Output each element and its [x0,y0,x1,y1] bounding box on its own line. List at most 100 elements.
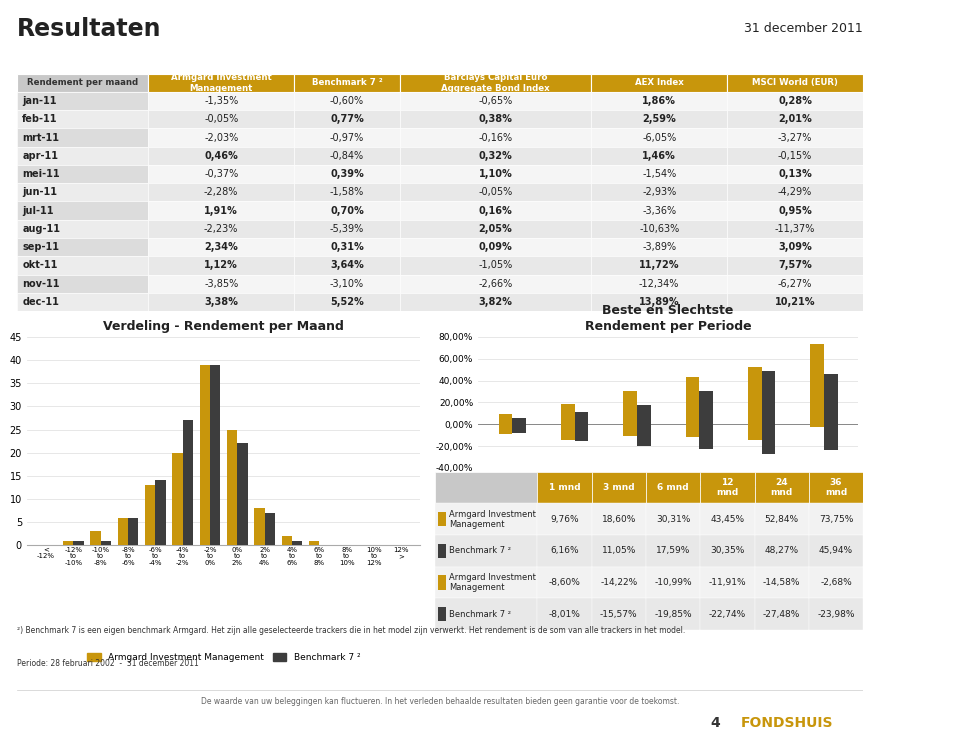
Bar [646,535,700,567]
Bar [400,92,591,111]
Text: 3,09%: 3,09% [779,242,812,252]
Text: okt-11: okt-11 [22,260,58,270]
Bar [17,74,149,92]
Bar [646,567,700,598]
Bar [149,74,294,92]
Text: -3,85%: -3,85% [204,279,238,289]
Bar [727,293,863,311]
Text: 9,76%: 9,76% [550,514,579,524]
Bar [118,517,128,545]
Bar [400,111,591,128]
Bar [748,425,761,440]
Text: 1,12%: 1,12% [204,260,238,270]
Text: -1,05%: -1,05% [479,260,513,270]
Text: 0,28%: 0,28% [778,96,812,106]
Bar [561,425,574,440]
Text: -2,28%: -2,28% [204,187,239,198]
Bar [17,293,149,311]
Bar [686,425,699,437]
Bar [434,598,537,630]
Text: 3,38%: 3,38% [204,297,238,307]
Text: -0,16%: -0,16% [479,133,513,142]
Bar [808,535,863,567]
Text: 0,77%: 0,77% [330,114,363,125]
Bar [254,509,265,545]
Text: 0,09%: 0,09% [479,242,512,252]
Bar [17,256,149,274]
Text: Benchmark 7 ²: Benchmark 7 ² [449,546,511,556]
Text: nov-11: nov-11 [22,279,59,289]
Text: 12
mnd: 12 mnd [716,478,738,497]
Text: dec-11: dec-11 [22,297,59,307]
Bar [591,165,727,184]
Bar [294,74,400,92]
Text: 1,91%: 1,91% [204,206,238,216]
Text: 3,82%: 3,82% [479,297,512,307]
Bar [17,128,149,147]
Bar [400,128,591,147]
Text: -0,84%: -0,84% [330,151,364,161]
Text: 0,39%: 0,39% [330,169,363,179]
Text: 11,72%: 11,72% [639,260,679,270]
Text: 0,32%: 0,32% [479,151,512,161]
Bar [808,567,863,598]
Text: -27,48%: -27,48% [763,609,801,619]
Text: 0,95%: 0,95% [779,206,812,216]
Text: 6,16%: 6,16% [550,546,579,556]
Bar [227,430,237,545]
Bar [592,472,646,503]
Bar [438,512,446,526]
Text: mrt-11: mrt-11 [22,133,59,142]
Text: 17,59%: 17,59% [656,546,690,556]
Text: -2,03%: -2,03% [204,133,238,142]
Bar [101,541,111,545]
Bar [537,503,592,535]
Text: ²) Benchmark 7 is een eigen benchmark Armgard. Het zijn alle geselecteerde track: ²) Benchmark 7 is een eigen benchmark Ar… [17,626,686,635]
Bar [17,238,149,256]
Bar [699,391,713,425]
Text: -2,68%: -2,68% [820,578,852,587]
Text: 1 mnd: 1 mnd [549,483,580,492]
Text: 0,70%: 0,70% [330,206,363,216]
Bar [755,535,808,567]
Text: 24
mnd: 24 mnd [770,478,793,497]
Bar [265,513,275,545]
Bar [623,425,637,436]
Bar [646,598,700,630]
Text: 6 mnd: 6 mnd [657,483,689,492]
Text: 1,46%: 1,46% [643,151,676,161]
Text: 2,59%: 2,59% [643,114,676,125]
Text: -0,65%: -0,65% [479,96,513,106]
Text: -19,85%: -19,85% [654,609,692,619]
Text: Barclays Capital Euro
Aggregate Bond Index: Barclays Capital Euro Aggregate Bond Ind… [441,73,550,93]
Bar [699,425,713,449]
Text: -3,89%: -3,89% [643,242,676,252]
Legend: Armgard Investment Management, Benchmark 7 ²: Armgard Investment Management, Benchmark… [83,649,363,666]
Bar [686,377,699,425]
Text: 5,52%: 5,52% [330,297,363,307]
Bar [591,184,727,201]
Text: Armgard Investment
Management: Armgard Investment Management [171,73,271,93]
Bar [592,598,646,630]
Bar [808,472,863,503]
Text: -0,15%: -0,15% [778,151,812,161]
Text: sep-11: sep-11 [22,242,59,252]
Bar [591,147,727,165]
Bar [499,425,512,433]
Text: 2,01%: 2,01% [779,114,812,125]
Text: -6,27%: -6,27% [778,279,812,289]
Bar [17,201,149,220]
Text: 2,05%: 2,05% [479,224,512,234]
Text: 0,16%: 0,16% [479,206,512,216]
Bar [17,184,149,201]
Bar [591,111,727,128]
Text: -22,74%: -22,74% [709,609,746,619]
Bar [824,374,838,425]
Text: jan-11: jan-11 [22,96,57,106]
Text: Benchmark vergelijking – analyse grootste uitslagen: Benchmark vergelijking – analyse grootst… [435,318,745,328]
Text: -14,58%: -14,58% [763,578,801,587]
Bar [727,238,863,256]
Bar [210,365,221,545]
Text: mei-11: mei-11 [22,169,60,179]
Text: 73,75%: 73,75% [819,514,854,524]
